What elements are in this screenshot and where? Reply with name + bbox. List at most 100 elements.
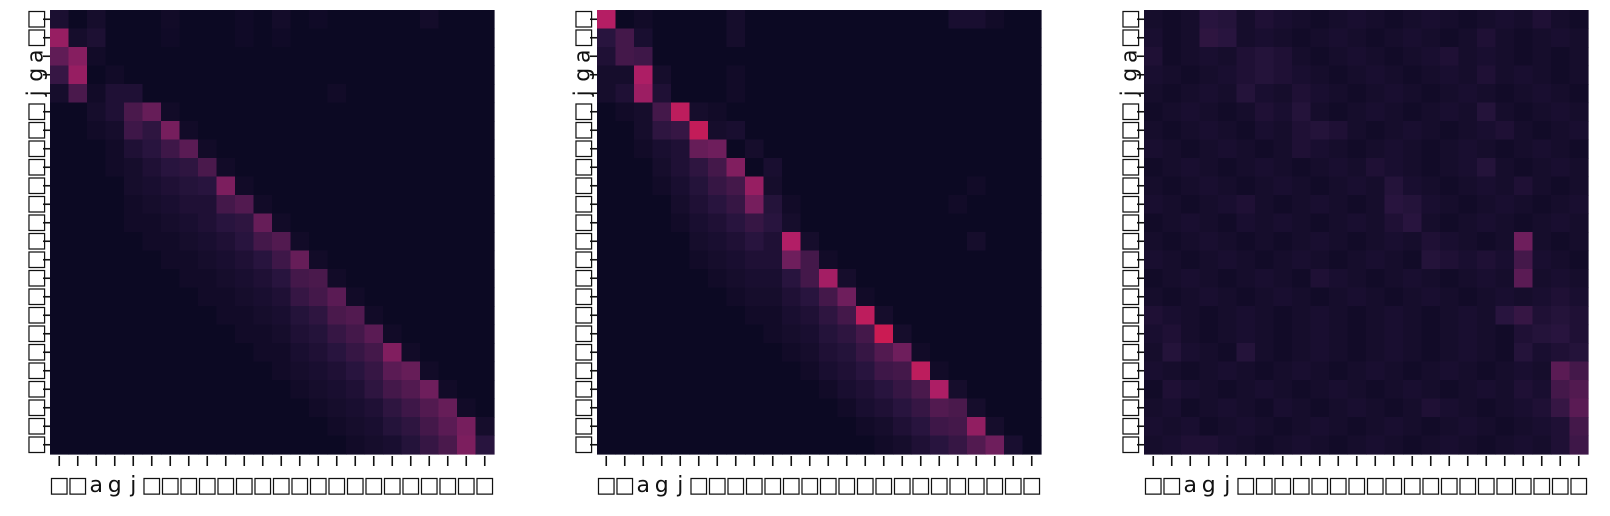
heatmap-cell [457, 398, 477, 418]
heatmap-cell [1218, 213, 1238, 233]
heatmap-cell [893, 417, 913, 437]
heatmap-cell [253, 361, 273, 381]
heatmap-cell [726, 121, 746, 141]
heatmap-cell [253, 306, 273, 326]
x-tick-label: □ [141, 473, 162, 498]
heatmap-cell [124, 250, 144, 270]
heatmap-cell [837, 287, 857, 307]
heatmap-cell [142, 139, 162, 159]
heatmap-cell [1144, 176, 1164, 196]
heatmap-cell [253, 10, 273, 30]
heatmap-cell [309, 84, 329, 104]
heatmap-cell [652, 306, 672, 326]
heatmap-cell [68, 65, 88, 85]
heatmap-cell [1144, 195, 1164, 215]
heatmap-cell [401, 417, 421, 437]
heatmap-cell [1551, 287, 1571, 307]
heatmap-cell [1495, 343, 1515, 363]
heatmap-cell [179, 287, 199, 307]
heatmap-cell [1236, 121, 1256, 141]
heatmap-cell [1347, 139, 1367, 159]
heatmap-cell [1218, 306, 1238, 326]
heatmap-cell [763, 361, 783, 381]
heatmap-cell [1532, 139, 1552, 159]
heatmap-cell [1144, 158, 1164, 178]
heatmap-cell [105, 361, 125, 381]
x-tick-label: □ [855, 473, 876, 498]
heatmap-cell [272, 65, 292, 85]
y-tick-label: j [1118, 90, 1143, 97]
x-tick-label: a [90, 473, 103, 498]
heatmap-cell [364, 195, 384, 215]
heatmap-cell [1495, 84, 1515, 104]
y-tick-label: □ [1118, 9, 1143, 30]
heatmap-cell [1255, 176, 1275, 196]
heatmap-cell [1162, 417, 1182, 437]
heatmap-cell [364, 361, 384, 381]
x-tick-label: □ [910, 473, 931, 498]
heatmap-cell [1329, 65, 1349, 85]
heatmap-cell [1273, 361, 1293, 381]
heatmap-cell [930, 324, 950, 344]
heatmap-cell [1440, 121, 1460, 141]
heatmap-cell [597, 195, 617, 215]
heatmap-cell [346, 195, 366, 215]
heatmap-cell [1384, 84, 1404, 104]
y-tick-label: □ [1118, 397, 1143, 418]
y-tick-label: □ [1118, 416, 1143, 437]
heatmap-cell [597, 324, 617, 344]
heatmap-cell [1458, 10, 1478, 30]
heatmap-cell [671, 213, 691, 233]
heatmap-cell [68, 324, 88, 344]
heatmap-cell [179, 417, 199, 437]
heatmap-cell [1218, 158, 1238, 178]
heatmap-cell [1310, 398, 1330, 418]
heatmap-cell [327, 213, 347, 233]
heatmap-cell [1421, 213, 1441, 233]
heatmap-cell [327, 47, 347, 67]
heatmap-cell [253, 65, 273, 85]
heatmap-cell [837, 158, 857, 178]
heatmap-cell [763, 417, 783, 437]
heatmap-cell [1569, 287, 1589, 307]
heatmap-cell [1551, 232, 1571, 252]
heatmap-cell [634, 324, 654, 344]
heatmap-cell [1440, 361, 1460, 381]
heatmap-cell [327, 10, 347, 30]
heatmap-cell [1477, 65, 1497, 85]
heatmap-cell [457, 380, 477, 400]
heatmap-cell [1514, 417, 1534, 437]
heatmap-cell [457, 361, 477, 381]
heatmap-cell [327, 361, 347, 381]
heatmap-cell [1162, 380, 1182, 400]
heatmap-cell [68, 121, 88, 141]
heatmap-cell [1292, 287, 1312, 307]
heatmap-cell [874, 380, 894, 400]
heatmap-cell [475, 28, 495, 48]
heatmap-cell [1532, 158, 1552, 178]
heatmap-cell [726, 139, 746, 159]
heatmap-cell [383, 121, 403, 141]
heatmap-cell [235, 121, 255, 141]
heatmap-cell [383, 47, 403, 67]
heatmap-cell [1273, 139, 1293, 159]
heatmap-cell [142, 380, 162, 400]
heatmap-cell [689, 435, 709, 455]
heatmap-cell [50, 306, 70, 326]
heatmap-cell [272, 84, 292, 104]
heatmap-cell [198, 417, 218, 437]
heatmap-cell [1458, 232, 1478, 252]
heatmap-cell [874, 343, 894, 363]
heatmap-cell [893, 84, 913, 104]
heatmap-cell [819, 398, 839, 418]
heatmap-cell [1421, 417, 1441, 437]
heatmap-cell [327, 232, 347, 252]
heatmap-cell [708, 361, 728, 381]
heatmap-cell [634, 343, 654, 363]
heatmap-cell [967, 176, 987, 196]
y-tick-label: g [24, 68, 49, 82]
heatmap-panel-1: □□agj□□□□□□□□□□□□□□□□□□□□□ a g j □□□□□□□□□□□… [24, 9, 496, 498]
heatmap-cell [364, 435, 384, 455]
heatmap-cell [50, 139, 70, 159]
